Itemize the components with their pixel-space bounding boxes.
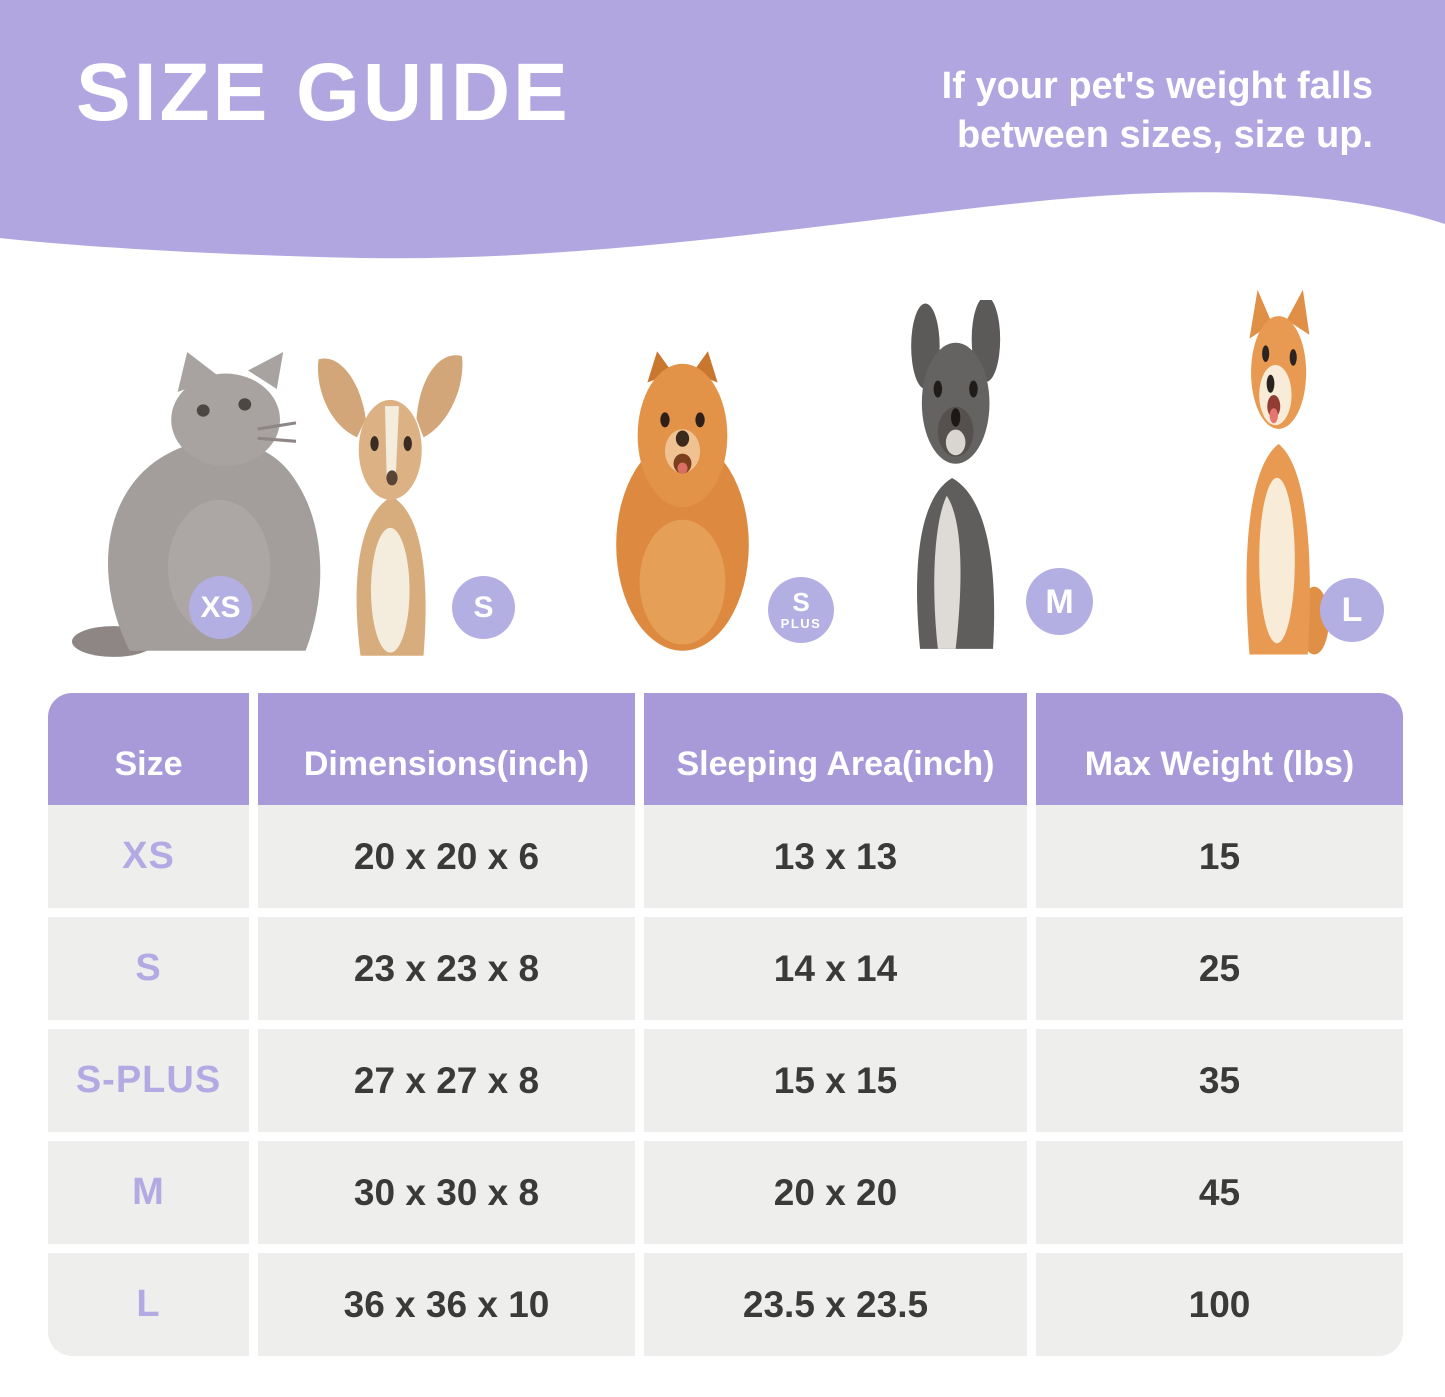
size-badge-l: L xyxy=(1320,578,1384,642)
pet-photo-shiba-inu xyxy=(1196,286,1358,662)
table-row-s-size: S xyxy=(48,917,249,1020)
shiba-inu-illustration xyxy=(1246,289,1329,655)
size-badge-m-label: M xyxy=(1045,582,1074,621)
size-badge-s-plus: S PLUS xyxy=(768,577,834,643)
table-row-xs-size: XS xyxy=(48,805,249,908)
table-row-l-size: L xyxy=(48,1253,249,1356)
table-row-s-sleeping-area: 14 x 14 xyxy=(644,917,1027,1020)
table-row-xs-sleeping-area: 13 x 13 xyxy=(644,805,1027,908)
pomeranian-illustration xyxy=(616,351,749,651)
size-note: If your pet's weight falls between sizes… xyxy=(942,62,1373,161)
pet-photo-pomeranian xyxy=(585,345,780,657)
size-badge-s-plus-label: S xyxy=(792,587,810,618)
chihuahua-illustration xyxy=(317,355,463,656)
size-note-line2: between sizes, size up. xyxy=(956,114,1373,157)
table-row-s-plus-size: S-PLUS xyxy=(48,1029,249,1132)
table-row-m-max-weight: 45 xyxy=(1036,1141,1403,1244)
pet-photo-chihuahua xyxy=(308,350,483,662)
pet-photo-french-bulldog xyxy=(872,300,1050,656)
header-wave-background xyxy=(0,0,1445,259)
table-row-m-size: M xyxy=(48,1141,249,1244)
table-row-l-max-weight: 100 xyxy=(1036,1253,1403,1356)
table-row-l-dimensions: 36 x 36 x 10 xyxy=(258,1253,635,1356)
table-row-xs-max-weight: 15 xyxy=(1036,805,1403,908)
size-badge-xs-label: XS xyxy=(200,590,241,624)
page-title: SIZE GUIDE xyxy=(76,47,571,138)
size-table: Size Dimensions(inch) Sleeping Area(inch… xyxy=(48,693,1403,1356)
table-row-m-dimensions: 30 x 30 x 8 xyxy=(258,1141,635,1244)
size-badge-s-plus-sublabel: PLUS xyxy=(780,615,822,631)
table-row-m-sleeping-area: 20 x 20 xyxy=(644,1141,1027,1244)
table-row-s-plus-sleeping-area: 15 x 15 xyxy=(644,1029,1027,1132)
table-row-l-sleeping-area: 23.5 x 23.5 xyxy=(644,1253,1027,1356)
size-badge-l-label: L xyxy=(1341,591,1363,629)
table-row-s-plus-dimensions: 27 x 27 x 8 xyxy=(258,1029,635,1132)
table-row-s-dimensions: 23 x 23 x 8 xyxy=(258,917,635,1020)
size-note-line1: If your pet's weight falls xyxy=(941,65,1373,107)
french-bulldog-illustration xyxy=(911,300,1001,649)
size-badge-s: S xyxy=(452,576,515,639)
table-row-s-plus-max-weight: 35 xyxy=(1036,1029,1403,1132)
size-badge-m: M xyxy=(1026,568,1093,635)
table-row-s-max-weight: 25 xyxy=(1036,917,1403,1020)
size-badge-s-label: S xyxy=(473,590,494,624)
table-row-xs-dimensions: 20 x 20 x 6 xyxy=(258,805,635,908)
size-badge-xs: XS xyxy=(189,576,252,639)
